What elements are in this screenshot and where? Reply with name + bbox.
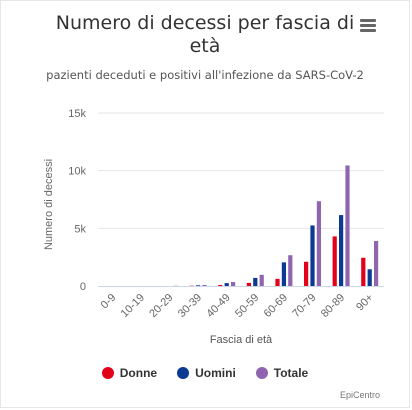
bar-totale-50-59 [259, 274, 264, 286]
bar-uomini-80-89 [339, 215, 344, 286]
bar-donne-40-49 [218, 284, 223, 286]
x-tick-label: 20-29 [147, 292, 175, 320]
bar-donne-70-79 [304, 261, 309, 286]
legend: Donne Uomini Totale [0, 366, 410, 380]
bar-totale-60-69 [288, 255, 293, 286]
x-tick-label: 70-79 [290, 292, 318, 320]
bar-totale-40-49 [231, 282, 236, 286]
bar-totale-80-89 [345, 165, 350, 286]
legend-item-donne[interactable]: Donne [101, 366, 158, 380]
bar-totale-70-79 [316, 201, 321, 286]
bar-donne-60-69 [275, 278, 280, 286]
legend-symbol [177, 367, 190, 379]
legend-label: Donne [119, 366, 158, 380]
bar-donne-80-89 [332, 236, 337, 286]
bar-donne-50-59 [246, 282, 251, 286]
legend-symbol [101, 367, 114, 379]
x-tick-label: 0-9 [99, 292, 119, 312]
legend-item-uomini[interactable]: Uomini [177, 366, 236, 380]
x-axis-title: Fascia di età [210, 334, 273, 346]
x-tick-label: 60-69 [262, 292, 290, 320]
chart-subtitle: pazienti deceduti e positivi all'infezio… [46, 68, 364, 82]
x-tick-label: 30-39 [176, 292, 204, 320]
bar-uomini-70-79 [310, 225, 315, 286]
y-tick-label: 10k [68, 166, 86, 178]
legend-item-totale[interactable]: Totale [255, 366, 309, 380]
x-tick-label: 40-49 [204, 292, 232, 320]
bar-totale-30-39 [202, 285, 207, 286]
bar-uomini-90+ [367, 269, 372, 286]
hamburger-menu-icon[interactable] [358, 18, 378, 34]
x-tick-label: 90+ [354, 292, 376, 314]
y-tick-label: 0 [80, 281, 86, 293]
legend-label: Uomini [195, 366, 236, 380]
bar-uomini-60-69 [281, 262, 286, 286]
legend-label: Totale [273, 366, 309, 380]
y-tick-label: 15k [68, 108, 86, 120]
x-tick-label: 10-19 [119, 292, 147, 320]
bar-uomini-50-59 [253, 277, 258, 286]
bar-uomini-30-39 [196, 285, 201, 286]
x-tick-label: 80-89 [319, 292, 347, 320]
y-tick-label: 5k [74, 223, 86, 235]
y-axis-title: Numero di decessi [43, 159, 55, 250]
chart-title: Numero di decessi per fascia di età [55, 12, 355, 57]
bar-donne-90+ [361, 257, 366, 286]
credits-link[interactable]: EpiCentro [339, 390, 380, 400]
x-tick-label: 50-59 [233, 292, 261, 320]
legend-symbol [255, 367, 268, 379]
bar-uomini-40-49 [224, 283, 229, 286]
bar-totale-90+ [374, 241, 379, 286]
